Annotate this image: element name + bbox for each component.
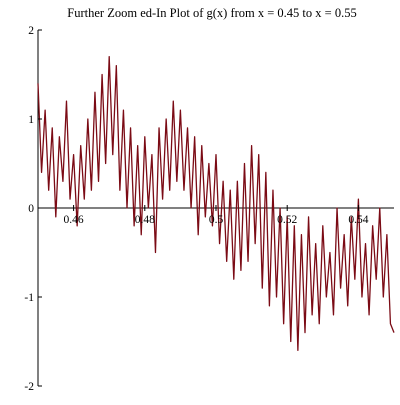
x-tick-label: 0.5 bbox=[209, 214, 224, 226]
y-tick-label: -1 bbox=[24, 292, 34, 304]
y-tick-label: 2 bbox=[28, 25, 34, 37]
chart-title: Further Zoom ed-In Plot of g(x) from x =… bbox=[67, 6, 356, 20]
x-tick-label: 0.52 bbox=[277, 214, 297, 226]
y-tick-label: 1 bbox=[28, 114, 34, 126]
series-line bbox=[37, 56, 395, 352]
x-tick-label: 0.54 bbox=[348, 214, 368, 226]
x-tick-label: 0.46 bbox=[64, 214, 84, 226]
series-layer bbox=[37, 56, 395, 352]
y-tick-label: -2 bbox=[24, 381, 34, 393]
y-tick-label: 0 bbox=[28, 203, 34, 215]
tick-layer: -2 -1 0 1 2 0.46 0.48 0.5 0.52 0.54 bbox=[24, 25, 368, 393]
x-tick-label: 0.48 bbox=[135, 214, 155, 226]
